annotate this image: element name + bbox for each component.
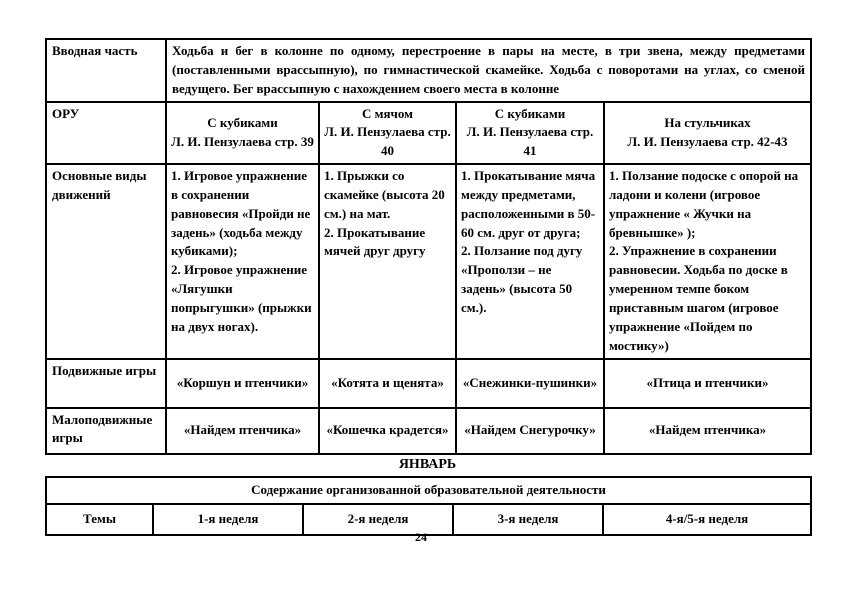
movements-cell-week3: 1. Прокатывание мяча между предметами, р… bbox=[455, 163, 605, 360]
active-games-row-label: Подвижные игры bbox=[45, 357, 167, 409]
column-header-themes: Темы bbox=[45, 502, 154, 536]
page-content: Вводная часть Ходьба и бег в колонне по … bbox=[44, 38, 813, 536]
oru-cell-week2: С мячом Л. И. Пензулаева стр. 40 bbox=[318, 100, 457, 166]
oru-cell-week4: На стульчиках Л. И. Пензулаева стр. 42-4… bbox=[602, 100, 813, 166]
page-number: 24 bbox=[415, 530, 427, 544]
calm-games-cell-week2: «Кошечка крадется» bbox=[318, 406, 457, 455]
intro-row-text: Ходьба и бег в колонне по одному, перест… bbox=[164, 38, 813, 103]
column-header-week1: 1-я неделя bbox=[152, 502, 304, 536]
table-row-oru: ОРУ С кубиками Л. И. Пензулаева стр. 39 … bbox=[45, 100, 813, 166]
month-heading: ЯНВАРЬ bbox=[398, 456, 457, 472]
movements-row-label: Основные виды движений bbox=[45, 163, 167, 360]
table-row-calm-games: Малоподвижные игры «Найдем птенчика» «Ко… bbox=[45, 406, 813, 455]
calm-games-cell-week1: «Найдем птенчика» bbox=[165, 406, 320, 455]
january-table-columns-row: Темы 1-я неделя 2-я неделя 3-я неделя 4-… bbox=[45, 502, 813, 536]
calm-games-cell-week4: «Найдем птенчика» bbox=[602, 406, 813, 455]
column-header-week4-5: 4-я/5-я неделя bbox=[601, 502, 813, 536]
calm-games-cell-week3: «Найдем Снегурочку» bbox=[455, 406, 605, 455]
calm-games-row-label: Малоподвижные игры bbox=[45, 406, 167, 455]
january-table-title: Содержание организованной образовательно… bbox=[44, 475, 813, 505]
oru-cell-week3: С кубиками Л. И. Пензулаева стр. 41 bbox=[455, 100, 605, 166]
oru-cell-week1: С кубиками Л. И. Пензулаева стр. 39 bbox=[165, 100, 320, 166]
active-games-cell-week1: «Коршун и птенчики» bbox=[165, 357, 320, 409]
january-table-header-row: Содержание организованной образовательно… bbox=[44, 475, 813, 505]
activity-plan-table: Вводная часть Ходьба и бег в колонне по … bbox=[45, 38, 813, 455]
active-games-cell-week2: «Котята и щенята» bbox=[318, 357, 457, 409]
column-header-week2: 2-я неделя bbox=[302, 502, 454, 536]
active-games-cell-week3: «Снежинки-пушинки» bbox=[455, 357, 605, 409]
column-header-week3: 3-я неделя bbox=[452, 502, 604, 536]
table-row-movements: Основные виды движений 1. Игровое упражн… bbox=[45, 163, 813, 360]
intro-row-label: Вводная часть bbox=[45, 38, 167, 103]
table-row-intro: Вводная часть Ходьба и бег в колонне по … bbox=[45, 38, 813, 103]
movements-cell-week2: 1. Прыжки со скамейке (высота 20 см.) на… bbox=[318, 163, 457, 360]
table-row-active-games: Подвижные игры «Коршун и птенчики» «Котя… bbox=[45, 357, 813, 409]
oru-row-label: ОРУ bbox=[45, 100, 167, 166]
active-games-cell-week4: «Птица и птенчики» bbox=[602, 357, 813, 409]
movements-cell-week4: 1. Ползание подоске с опорой на ладони и… bbox=[602, 163, 813, 360]
january-content-table: Содержание организованной образовательно… bbox=[44, 475, 813, 536]
movements-cell-week1: 1. Игровое упражнение в сохранении равно… bbox=[165, 163, 320, 360]
